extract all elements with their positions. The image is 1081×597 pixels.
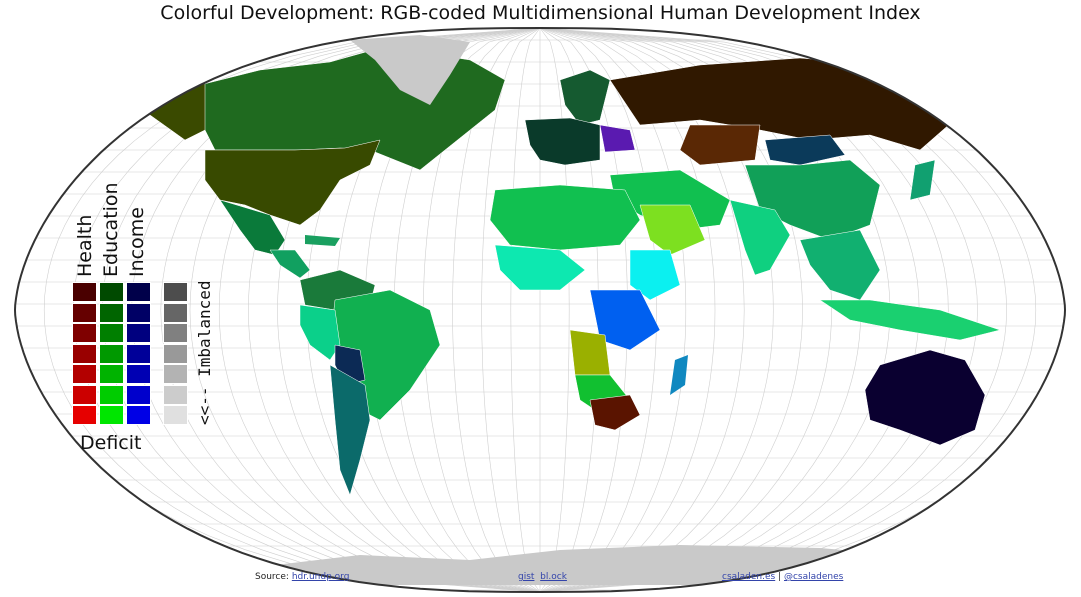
- central-africa[interactable]: [589, 289, 661, 351]
- country-argentina-chile[interactable]: [329, 364, 371, 496]
- twitter-link[interactable]: @csaladenes: [783, 572, 844, 582]
- country-india[interactable]: [729, 199, 791, 276]
- footer-separator: |: [775, 572, 784, 582]
- legend-cell-health: [72, 302, 97, 323]
- central-america[interactable]: [269, 249, 311, 279]
- legend-health-header: Health: [74, 214, 96, 277]
- country-saudi-arabia[interactable]: [639, 204, 706, 256]
- legend-cell-imbalance: [163, 405, 188, 425]
- country-ukraine[interactable]: [599, 124, 636, 153]
- country-indonesia[interactable]: [819, 299, 1001, 341]
- country-south-africa[interactable]: [589, 394, 641, 431]
- legend-cell-income: [126, 364, 151, 384]
- country-madagascar[interactable]: [670, 355, 688, 395]
- legend-cell-education: [99, 282, 124, 302]
- graticule-meridian: [539, 28, 658, 592]
- west-africa[interactable]: [494, 244, 586, 291]
- globe-outline: [13, 26, 1067, 594]
- site-link[interactable]: csaladen.es: [722, 572, 776, 582]
- graticule-meridian: [481, 28, 541, 592]
- legend-deficit-label: Deficit: [80, 432, 142, 454]
- legend-cell-education: [99, 323, 124, 343]
- legend-imbalanced-label: <<-- Imbalanced: [195, 280, 214, 426]
- countries-layer: [129, 35, 1030, 585]
- legend-cell-imbalance: [163, 343, 188, 364]
- block-link[interactable]: bl.ock: [540, 572, 567, 582]
- legend-cell-education: [99, 302, 124, 323]
- legend-cell-education: [99, 343, 124, 364]
- legend-cell-imbalance: [163, 302, 188, 323]
- legend-education-header: Education: [100, 182, 122, 277]
- country-angola[interactable]: [569, 329, 611, 376]
- caribbean[interactable]: [305, 235, 340, 246]
- legend-cell-education: [99, 364, 124, 384]
- legend-cell-health: [72, 343, 97, 364]
- country-russia[interactable]: [609, 57, 961, 151]
- country-kazakhstan[interactable]: [679, 124, 761, 166]
- gist-link[interactable]: gist: [518, 572, 535, 582]
- footer-credits: csaladen.es | @csaladenes: [722, 572, 843, 582]
- legend-cell-imbalance: [163, 282, 188, 302]
- legend-cell-imbalance: [163, 384, 188, 405]
- east-africa[interactable]: [629, 249, 681, 301]
- footer-source: Source: hdr.undp.org: [255, 572, 349, 582]
- footer: Source: hdr.undp.org gist bl.ock csalade…: [0, 572, 1081, 586]
- legend-cell-health: [72, 384, 97, 405]
- country-japan[interactable]: [909, 159, 936, 201]
- north-africa[interactable]: [489, 184, 641, 251]
- legend-cell-education: [99, 405, 124, 425]
- source-link[interactable]: hdr.undp.org: [291, 572, 350, 582]
- legend-cell-income: [126, 323, 151, 343]
- map-title: Colorful Development: RGB-coded Multidim…: [160, 2, 921, 24]
- antarctica: [250, 545, 900, 585]
- legend-cell-income: [126, 302, 151, 323]
- graticule-meridian: [510, 28, 541, 592]
- country-alaska[interactable]: [129, 74, 206, 141]
- europe-west[interactable]: [524, 117, 601, 166]
- country-peru[interactable]: [299, 304, 341, 361]
- country-greenland: [350, 35, 470, 105]
- graticule-meridian: [539, 28, 745, 592]
- graticule-meridian: [539, 28, 570, 592]
- legend-cell-imbalance: [163, 364, 188, 384]
- country-australia[interactable]: [864, 349, 986, 446]
- legend-income-header: Income: [126, 207, 148, 277]
- legend-cell-imbalance: [163, 323, 188, 343]
- legend-cell-income: [126, 343, 151, 364]
- legend-cell-health: [72, 282, 97, 302]
- footer-gist-block: gist bl.ock: [518, 572, 567, 582]
- legend-cell-education: [99, 384, 124, 405]
- country-mongolia[interactable]: [764, 134, 846, 166]
- legend-cell-health: [72, 364, 97, 384]
- legend-cell-health: [72, 323, 97, 343]
- legend-cell-income: [126, 282, 151, 302]
- footer-source-prefix: Source:: [255, 572, 292, 582]
- legend-cell-income: [126, 384, 151, 405]
- country-scandinavia[interactable]: [559, 69, 611, 126]
- southeast-asia[interactable]: [799, 229, 881, 301]
- legend-cell-health: [72, 405, 97, 425]
- legend-cell-income: [126, 405, 151, 425]
